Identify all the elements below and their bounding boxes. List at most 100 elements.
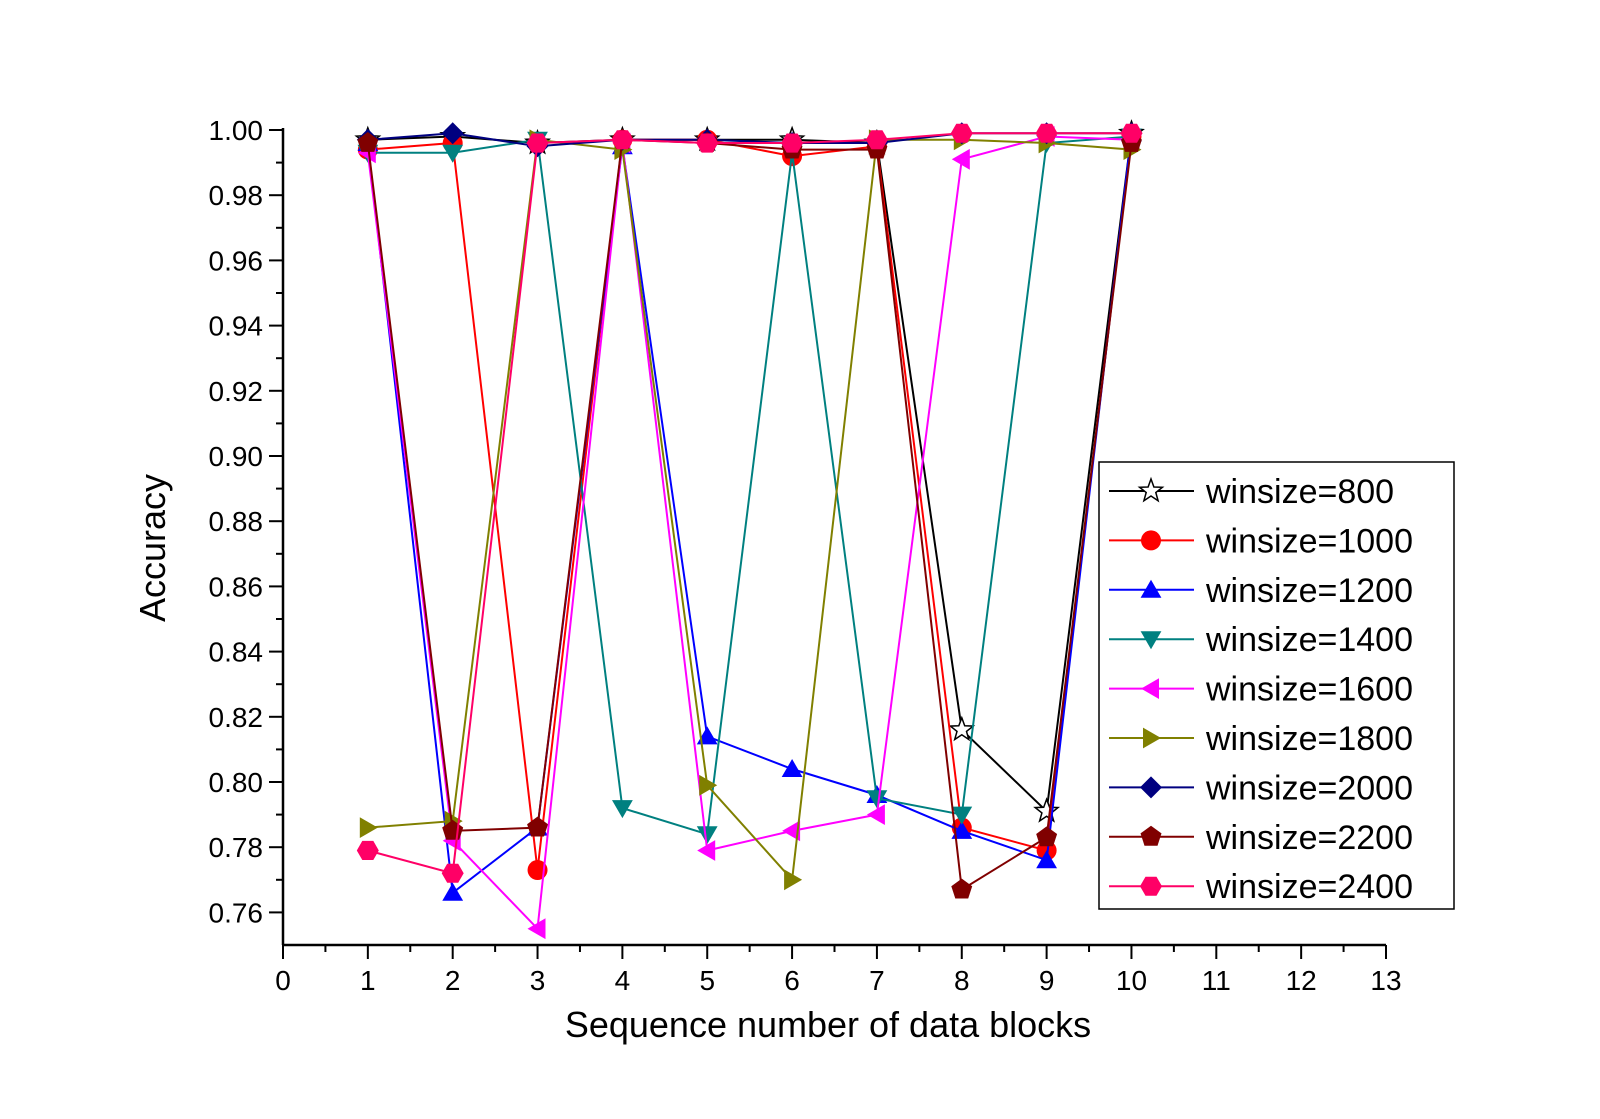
x-tick-label: 12	[1286, 965, 1317, 996]
data-point	[951, 878, 973, 899]
legend-label: winsize=1800	[1205, 720, 1413, 758]
y-tick-label: 0.90	[209, 441, 264, 472]
legend-item: winsize=800	[1109, 473, 1394, 511]
legend-label: winsize=2000	[1205, 769, 1413, 807]
legend-marker	[1140, 825, 1162, 846]
legend-label: winsize=800	[1205, 473, 1394, 511]
data-point	[950, 123, 973, 143]
data-point	[611, 130, 634, 150]
legend-item: winsize=1800	[1109, 720, 1413, 758]
data-point	[781, 133, 804, 153]
x-tick-label: 7	[869, 965, 885, 996]
x-tick-label: 10	[1116, 965, 1147, 996]
x-tick-label: 0	[275, 965, 291, 996]
data-point	[951, 820, 973, 839]
legend-label: winsize=1200	[1205, 572, 1413, 610]
y-axis-label: Accuracy	[132, 474, 173, 622]
y-tick-label: 0.84	[209, 637, 264, 668]
y-tick-label: 1.00	[209, 115, 264, 146]
data-point	[1120, 123, 1143, 143]
data-point	[1035, 123, 1058, 143]
legend-marker	[1140, 579, 1162, 598]
series-line	[366, 133, 1133, 895]
data-point	[441, 122, 464, 145]
data-point	[866, 790, 888, 809]
data-point	[699, 774, 718, 796]
series-winsize-2400	[356, 123, 1143, 883]
data-point	[441, 863, 464, 883]
data-point	[782, 820, 801, 842]
x-tick-label: 9	[1039, 965, 1055, 996]
series-winsize-1600	[357, 126, 1140, 940]
y-tick-label: 0.88	[209, 506, 264, 537]
series-winsize-1800	[359, 129, 1142, 891]
y-tick-label: 0.80	[209, 767, 264, 798]
x-tick-label: 3	[530, 965, 546, 996]
legend-item: winsize=2400	[1109, 868, 1413, 906]
x-tick-label: 11	[1202, 965, 1231, 996]
y-tick-label: 0.98	[209, 180, 264, 211]
series-layer	[354, 119, 1145, 940]
data-point	[948, 715, 976, 742]
data-point	[866, 804, 885, 825]
legend-marker	[1137, 476, 1165, 503]
series-winsize-800	[354, 119, 1145, 823]
x-axis-label: Sequence number of data blocks	[565, 1004, 1091, 1045]
legend-marker	[1140, 631, 1162, 650]
data-point	[1036, 850, 1057, 869]
legend-label: winsize=2200	[1205, 819, 1413, 857]
series-line	[367, 132, 1132, 875]
legend-item: winsize=2200	[1109, 819, 1413, 857]
x-tick-label: 4	[615, 965, 631, 996]
y-tick-label: 0.86	[209, 571, 264, 602]
series-winsize-2200	[357, 128, 1142, 899]
legend-item: winsize=1200	[1109, 572, 1413, 610]
series-line	[367, 136, 1133, 871]
legend-item: winsize=1000	[1109, 522, 1413, 560]
legend-marker	[1141, 678, 1159, 699]
data-point	[784, 869, 803, 891]
y-tick-label: 0.82	[209, 702, 264, 733]
legend-label: winsize=1000	[1205, 522, 1413, 560]
legend-label: winsize=1600	[1205, 671, 1413, 709]
data-point	[1033, 797, 1061, 823]
series-winsize-1000	[357, 126, 1142, 881]
legend-marker	[1141, 530, 1161, 551]
y-tick-label: 0.94	[209, 311, 264, 342]
x-tick-label: 8	[954, 965, 970, 996]
x-tick-label: 5	[699, 965, 715, 996]
data-point	[696, 826, 718, 845]
series-winsize-1400	[357, 128, 1142, 845]
data-point	[356, 840, 379, 860]
data-point	[357, 132, 379, 152]
y-tick-label: 0.96	[209, 245, 264, 276]
data-point	[526, 133, 549, 153]
legend-item: winsize=2000	[1109, 769, 1413, 807]
y-tick-label: 0.78	[209, 832, 264, 863]
data-point	[1036, 826, 1058, 847]
series-winsize-1200	[357, 123, 1142, 901]
data-point	[527, 816, 548, 837]
legend-marker	[1140, 876, 1162, 896]
data-point	[696, 133, 719, 153]
x-tick-label: 13	[1370, 965, 1401, 996]
legend-label: winsize=1400	[1205, 621, 1413, 659]
data-point	[951, 806, 973, 825]
y-tick-label: 0.76	[209, 897, 264, 928]
legend-marker	[1140, 776, 1162, 799]
legend-marker	[1143, 727, 1161, 749]
data-point	[865, 130, 888, 150]
legend-label: winsize=2400	[1205, 868, 1413, 906]
series-line	[366, 135, 1132, 931]
data-point	[442, 882, 464, 901]
data-point	[442, 144, 464, 163]
y-tick-label: 0.92	[209, 376, 264, 407]
data-point	[951, 148, 970, 170]
data-point	[697, 840, 716, 861]
series-line	[366, 138, 1133, 892]
x-tick-label: 2	[445, 965, 461, 996]
axes: 0 1 2 3 4 5 6 7 8 9 10 11 12 130.760.780.800.820.840.…	[209, 115, 1402, 996]
series-line	[367, 133, 1133, 814]
